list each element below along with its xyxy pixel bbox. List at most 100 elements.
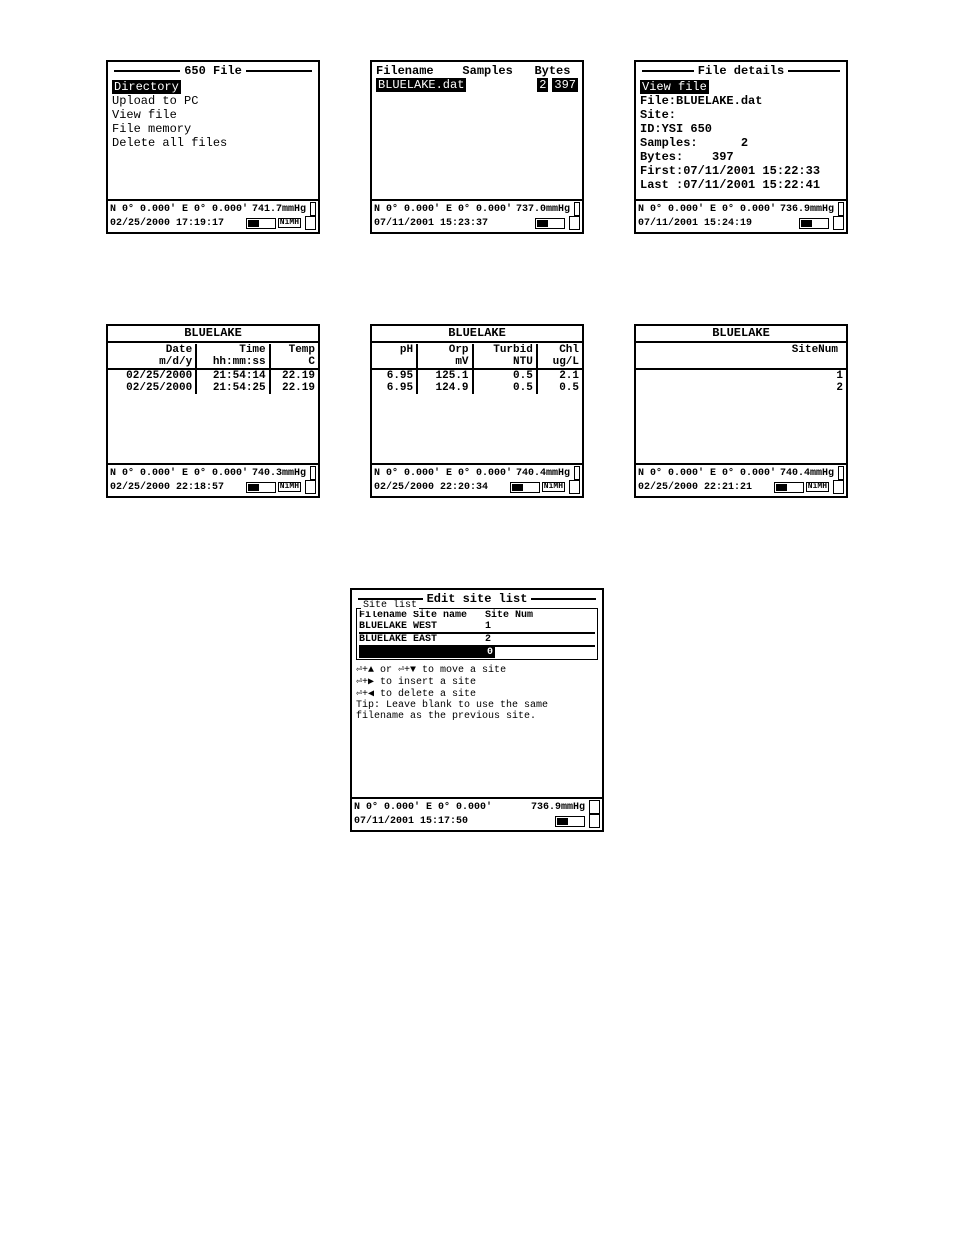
detail-id: ID:YSI 650 (640, 122, 842, 136)
table-row: 6.95 124.9 0.5 0.5 (372, 382, 582, 394)
pressure-text: 740.3mmHg (252, 468, 306, 479)
file-name: BLUELAKE.dat (376, 78, 466, 92)
pressure-text: 737.0mmHg (516, 204, 570, 215)
battery-ext-icon-2 (569, 216, 580, 230)
data-table: SiteNum 1 2 (636, 344, 846, 394)
data-title: BLUELAKE (636, 326, 846, 343)
battery-ext-icon (310, 466, 316, 480)
battery-ext-icon-2 (833, 480, 844, 494)
help-line: filename as the previous site. (356, 711, 598, 722)
battery-icon (799, 218, 829, 229)
detail-file: File:BLUELAKE.dat (640, 94, 842, 108)
help-line: Tip: Leave blank to use the same (356, 700, 598, 711)
battery-ext-icon-2 (569, 480, 580, 494)
battery-ext-icon (574, 202, 580, 216)
battery-ext-icon-2 (833, 216, 844, 230)
battery-ext-icon (838, 202, 844, 216)
detail-first: First:07/11/2001 15:22:33 (640, 164, 842, 178)
menu-item-upload[interactable]: Upload to PC (112, 94, 314, 108)
battery-icon: NiMH (246, 218, 301, 229)
screen-file-details: File details View file File:BLUELAKE.dat… (634, 60, 848, 234)
data-title: BLUELAKE (108, 326, 318, 343)
panel-title: File details (642, 66, 840, 76)
status-bar: N 0° 0.000' E 0° 0.000' 736.9mmHg 07/11/… (352, 797, 602, 830)
battery-ext-icon (838, 466, 844, 480)
status-bar: N 0° 0.000' E 0° 0.000' 741.7mmHg 02/25/… (108, 199, 318, 232)
status-bar: N 0° 0.000' E 0° 0.000' 740.4mmHg 02/25/… (636, 463, 846, 496)
data-table: pH Orp Turbid Chl mV NTU ug/L 6.95 125.1 (372, 344, 582, 394)
detail-last: Last :07/11/2001 15:22:41 (640, 178, 842, 192)
battery-ext-icon (589, 800, 600, 814)
detail-site: Site: (640, 108, 842, 122)
pressure-text: 736.9mmHg (531, 802, 585, 813)
datetime-text: 07/11/2001 15:23:37 (374, 218, 531, 229)
detail-bytes: Bytes: 397 (640, 150, 842, 164)
table-row: 1 (636, 369, 846, 382)
menu-item-view-file[interactable]: View file (640, 80, 709, 94)
datetime-text: 02/25/2000 17:19:17 (110, 218, 242, 229)
screen-650-file: 650 File Directory Upload to PC View fil… (106, 60, 320, 234)
screen-data-b: BLUELAKE pH Orp Turbid Chl mV NTU ug/L (370, 324, 584, 498)
menu-item-view[interactable]: View file (112, 108, 314, 122)
site-row-selected[interactable]: 0 (359, 647, 495, 658)
menu-item-delete[interactable]: Delete all files (112, 136, 314, 150)
pressure-text: 736.9mmHg (780, 204, 834, 215)
site-list-box: Site list Filename Site name Site Num BL… (356, 608, 598, 660)
file-bytes: 397 (552, 78, 578, 92)
gps-text: N 0° 0.000' E 0° 0.000' (374, 204, 512, 215)
datetime-text: 07/11/2001 15:17:50 (354, 816, 551, 827)
table-row: 2 (636, 382, 846, 394)
data-title: BLUELAKE (372, 326, 582, 343)
status-bar: N 0° 0.000' E 0° 0.000' 740.3mmHg 02/25/… (108, 463, 318, 496)
gps-text: N 0° 0.000' E 0° 0.000' (110, 468, 248, 479)
detail-samples: Samples: 2 (640, 136, 842, 150)
site-list-headers: Filename Site name Site Num (359, 610, 595, 621)
menu-item-directory[interactable]: Directory (112, 80, 181, 94)
screen-data-c: BLUELAKE SiteNum 1 2 N 0° 0.000' E 0° 0.… (634, 324, 848, 498)
panel-title: 650 File (114, 66, 312, 76)
gps-text: N 0° 0.000' E 0° 0.000' (638, 204, 776, 215)
gps-text: N 0° 0.000' E 0° 0.000' (354, 802, 527, 813)
battery-ext-icon-2 (305, 480, 316, 494)
gps-text: N 0° 0.000' E 0° 0.000' (110, 204, 248, 215)
battery-icon: NiMH (774, 482, 829, 493)
menu-item-memory[interactable]: File memory (112, 122, 314, 136)
file-row[interactable]: BLUELAKE.dat 397 2 (376, 78, 578, 92)
screen-directory: Filename Samples Bytes BLUELAKE.dat 397 … (370, 60, 584, 234)
pressure-text: 741.7mmHg (252, 204, 306, 215)
battery-icon (535, 218, 565, 229)
datetime-text: 07/11/2001 15:24:19 (638, 218, 795, 229)
pressure-text: 740.4mmHg (780, 468, 834, 479)
datetime-text: 02/25/2000 22:18:57 (110, 482, 242, 493)
site-row[interactable]: BLUELAKE WEST 1 (359, 621, 595, 634)
status-bar: N 0° 0.000' E 0° 0.000' 740.4mmHg 02/25/… (372, 463, 582, 496)
battery-ext-icon-2 (589, 814, 600, 828)
battery-icon: NiMH (246, 482, 301, 493)
help-line: ⏎+▲ or ⏎+▼ to move a site (356, 664, 598, 676)
battery-icon (555, 816, 585, 827)
help-line: ⏎+▶ to insert a site (356, 676, 598, 688)
battery-ext-icon (310, 202, 316, 216)
pressure-text: 740.4mmHg (516, 468, 570, 479)
table-row: 02/25/2000 21:54:14 22.19 (108, 369, 318, 382)
screen-edit-site-list: Edit site list Site list Filename Site n… (350, 588, 604, 832)
status-bar: N 0° 0.000' E 0° 0.000' 736.9mmHg 07/11/… (636, 199, 846, 232)
table-row: 6.95 125.1 0.5 2.1 (372, 369, 582, 382)
screen-data-a: BLUELAKE Date Time Temp m/d/y hh:mm:ss C… (106, 324, 320, 498)
datetime-text: 02/25/2000 22:21:21 (638, 482, 770, 493)
help-line: ⏎+◀ to delete a site (356, 688, 598, 700)
data-table: Date Time Temp m/d/y hh:mm:ss C 02/25/20… (108, 344, 318, 394)
columns-header: Filename Samples Bytes (376, 64, 578, 78)
title-text: 650 File (180, 64, 246, 78)
status-bar: N 0° 0.000' E 0° 0.000' 737.0mmHg 07/11/… (372, 199, 582, 232)
datetime-text: 02/25/2000 22:20:34 (374, 482, 506, 493)
battery-ext-icon (574, 466, 580, 480)
file-samples: 2 (537, 78, 548, 92)
gps-text: N 0° 0.000' E 0° 0.000' (638, 468, 776, 479)
gps-text: N 0° 0.000' E 0° 0.000' (374, 468, 512, 479)
site-row[interactable]: BLUELAKE EAST 2 (359, 634, 595, 647)
table-row: 02/25/2000 21:54:25 22.19 (108, 382, 318, 394)
battery-ext-icon-2 (305, 216, 316, 230)
site-list-label: Site list (361, 600, 419, 611)
battery-icon: NiMH (510, 482, 565, 493)
